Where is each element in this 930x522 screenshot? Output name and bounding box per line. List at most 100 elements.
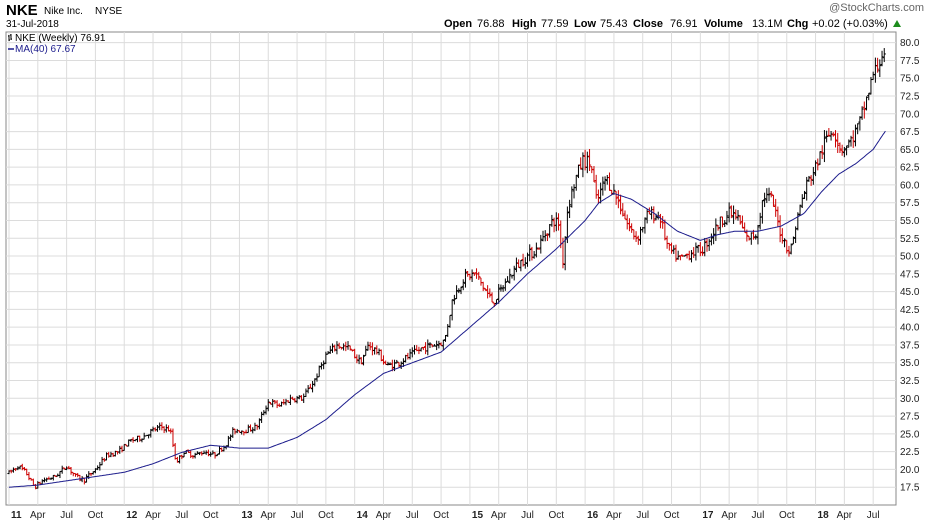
ohlc-bar (596, 189, 601, 204)
ma-line (8, 130, 886, 488)
ohlc-bar (483, 288, 488, 291)
x-tick-label: Apr (837, 510, 853, 521)
ohlc-bar (607, 172, 612, 191)
ohlc-bar (867, 92, 871, 101)
x-tick-label: Apr (260, 510, 276, 521)
ohlc-bar (822, 130, 827, 163)
low-label: Low (574, 18, 596, 30)
y-tick-label: 45.0 (900, 287, 920, 298)
ohlc-bar (844, 145, 849, 156)
ohlc-bar (528, 244, 532, 262)
ohlc-bar (510, 275, 514, 279)
ohlc-bar (426, 339, 430, 356)
ohlc-bar (665, 235, 669, 249)
ohlc-bar (266, 399, 270, 412)
ohlc-bar (373, 347, 377, 355)
ohlc-bar (674, 244, 678, 262)
ohlc-bar (545, 233, 550, 242)
y-tick-label: 27.5 (900, 412, 920, 423)
y-tick-label: 42.5 (900, 305, 920, 316)
ohlc-bar (705, 238, 709, 252)
ohlc-bar (776, 206, 780, 227)
x-tick-label: Jul (406, 510, 419, 521)
ohlc-bar (370, 342, 374, 356)
ohlc-bar (228, 434, 233, 441)
ohlc-bar (335, 341, 339, 355)
company-name: Nike Inc. (44, 6, 83, 17)
ohlc-bar (446, 324, 450, 337)
legend: NKE (Weekly) 76.91 MA(40) 67.67 (8, 33, 106, 55)
ohlc-bar (851, 130, 855, 148)
ohlc-bar (831, 132, 835, 137)
ohlc-bar (322, 360, 326, 370)
ohlc-bar (78, 474, 82, 482)
ohlc-bar (791, 236, 796, 245)
ohlc-bar (623, 210, 627, 220)
ohlc-bar (357, 354, 361, 365)
ohlc-bar (579, 157, 583, 170)
ohlc-bar (262, 410, 266, 416)
ohlc-bar (709, 233, 714, 246)
ohlc-bar (69, 466, 73, 475)
ohlc-bar (381, 355, 386, 365)
ohlc-bar (811, 167, 815, 185)
ohlc-bar (556, 213, 561, 231)
x-tick-label: 14 (357, 510, 369, 521)
volume-label: Volume (704, 18, 743, 30)
ohlc-bar (585, 151, 589, 174)
ohlc-bar (621, 203, 625, 217)
ohlc-bar (614, 191, 618, 205)
ohlc-bar (107, 451, 111, 458)
chg-value: +0.02 (+0.03%) (812, 18, 888, 30)
ohlc-bar (809, 175, 813, 186)
y-tick-label: 60.0 (900, 180, 920, 191)
close-value: 76.91 (670, 18, 698, 30)
x-tick-label: 13 (241, 510, 253, 521)
y-tick-label: 25.0 (900, 429, 920, 440)
x-tick-label: 18 (818, 510, 830, 521)
ohlc-bar (601, 176, 605, 196)
gridlines (6, 32, 896, 505)
ohlc-bar (326, 351, 330, 355)
ohlc-bar (248, 424, 253, 432)
ohlc-bar (180, 454, 184, 460)
y-tick-label: 22.5 (900, 447, 920, 458)
ohlc-bar (295, 395, 299, 404)
ohlc-bar (727, 202, 731, 223)
ohlc-bar (508, 268, 512, 284)
ticker-symbol: NKE (6, 2, 38, 19)
ohlc-bar (313, 378, 317, 387)
ohlc-bar (390, 359, 394, 372)
watermark: @StockCharts.com (829, 2, 924, 14)
ohlc-bar (847, 139, 851, 148)
ohlc-bar (643, 217, 647, 234)
ohlc-bar (135, 435, 140, 443)
ohlc-bar (441, 339, 445, 351)
y-tick-label: 75.0 (900, 74, 920, 85)
ohlc-bar (319, 362, 324, 370)
ohlc-bar (882, 48, 886, 63)
ohlc-bar (264, 405, 268, 415)
ohlc-bar (73, 472, 78, 477)
y-tick-label: 40.0 (900, 323, 920, 334)
ohlc-bar (100, 456, 104, 466)
ohlc-bar (501, 285, 505, 292)
ohlc-bar (291, 396, 295, 400)
ohlc-bar (333, 344, 337, 352)
ohlc-bar (423, 342, 428, 355)
ohlc-bar (58, 471, 62, 479)
ohlc-bar (827, 128, 831, 137)
ohlc-bar (488, 288, 492, 298)
ohlc-bar (599, 182, 603, 204)
ohlc-bar (472, 272, 476, 276)
ohlc-bar (769, 191, 773, 198)
x-tick-label: Apr (606, 510, 622, 521)
ohlc-bar (109, 451, 113, 458)
ohlc-bar (406, 352, 410, 360)
y-tick-label: 67.5 (900, 127, 920, 138)
x-tick-label: Apr (30, 510, 46, 521)
x-tick-label: Oct (433, 510, 449, 521)
x-tick-label: Jul (867, 510, 880, 521)
ohlc-bar (428, 342, 432, 349)
ohlc-bar (386, 361, 390, 366)
